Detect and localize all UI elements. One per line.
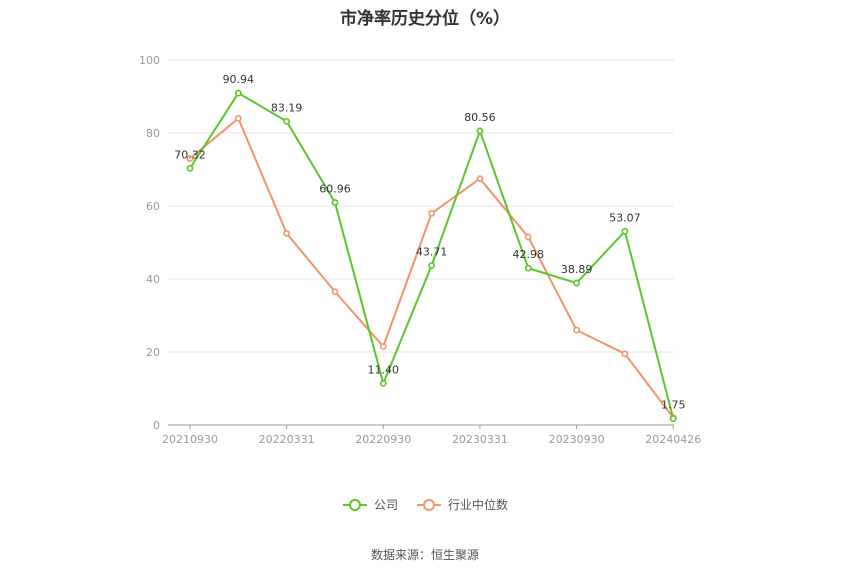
data-label: 83.19 [271, 101, 303, 114]
legend-item-industry-median[interactable]: 行业中位数 [416, 496, 508, 513]
data-label: 43.71 [416, 245, 448, 258]
data-point-1 [524, 233, 532, 241]
x-tick-label: 20230331 [452, 433, 508, 446]
x-tick-label: 20220331 [259, 433, 315, 446]
legend-marker-company [342, 498, 367, 511]
x-tick-label: 20210930 [162, 433, 218, 446]
chart-title: 市净率历史分位（%） [339, 9, 511, 29]
data-label: 1.75 [661, 399, 686, 412]
data-point-0 [379, 379, 387, 387]
y-tick-label: 100 [139, 54, 160, 67]
data-label: 11.40 [368, 363, 400, 376]
data-point-1 [283, 229, 291, 237]
data-point-0 [186, 164, 194, 172]
data-label: 42.98 [513, 248, 545, 261]
y-tick-label: 60 [146, 200, 160, 213]
data-point-0 [669, 415, 677, 423]
data-point-0 [524, 264, 532, 272]
data-point-1 [331, 288, 339, 296]
legend-label-industry-median: 行业中位数 [448, 498, 509, 512]
data-label: 60.96 [319, 182, 351, 195]
data-point-1 [234, 115, 242, 122]
data-point-1 [621, 350, 629, 358]
data-point-1 [573, 326, 580, 334]
x-tick-label: 20240426 [645, 433, 701, 446]
data-point-0 [621, 227, 629, 235]
data-label: 53.07 [609, 211, 641, 224]
x-tick-label: 20230930 [549, 433, 605, 446]
y-tick-label: 80 [146, 127, 160, 140]
data-label: 70.32 [174, 148, 206, 161]
y-tick-label: 20 [146, 346, 160, 359]
data-label: 38.89 [561, 263, 593, 276]
data-point-0 [476, 127, 484, 135]
legend-marker-industry-median [417, 498, 441, 511]
legend-item-company[interactable]: 公司 [342, 496, 398, 513]
y-tick-label: 40 [146, 273, 160, 286]
data-point-0 [428, 262, 436, 269]
data-point-1 [379, 343, 387, 350]
data-label: 80.56 [464, 111, 496, 124]
data-point-0 [573, 279, 580, 287]
y-tick-label: 0 [153, 419, 160, 432]
data-point-0 [283, 117, 291, 125]
source-note: 数据来源：恒生聚源 [370, 548, 479, 562]
data-point-1 [186, 155, 194, 162]
data-label: 90.94 [223, 73, 255, 86]
legend-label-company: 公司 [373, 498, 398, 512]
data-point-0 [331, 199, 339, 206]
data-point-0 [234, 89, 242, 97]
x-tick-label: 20220930 [355, 433, 411, 446]
data-point-1 [476, 175, 484, 183]
data-point-1 [428, 209, 436, 217]
legend: 公司 行业中位数 [0, 496, 850, 513]
